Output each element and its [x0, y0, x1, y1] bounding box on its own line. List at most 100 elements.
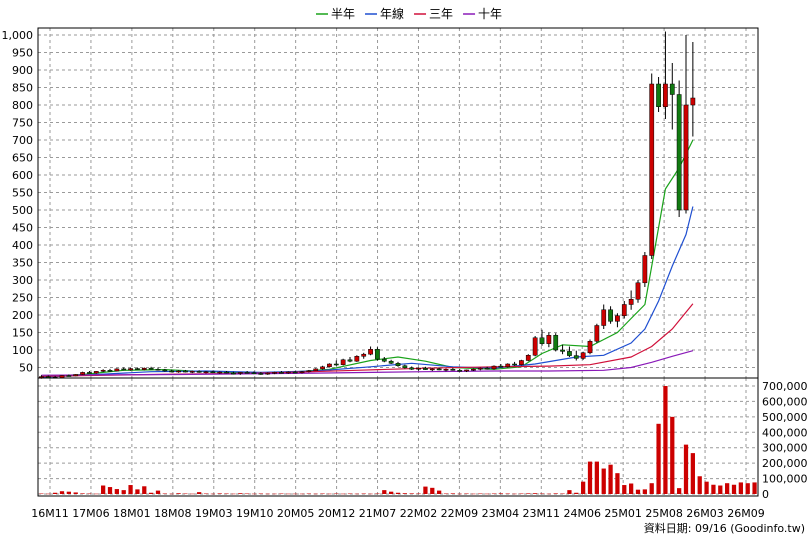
volume-bar	[375, 493, 380, 495]
x-tick-label: 20M12	[318, 507, 356, 520]
candle	[642, 252, 648, 287]
volume-bar	[197, 492, 202, 494]
volume-bar	[87, 493, 92, 495]
candle-body-up	[93, 371, 99, 374]
candle-body-up	[429, 368, 435, 371]
price-y-tick-label: 750	[12, 117, 33, 130]
legend-item: 三年	[414, 7, 453, 21]
volume-bar	[567, 490, 572, 494]
x-tick-label: 18M01	[113, 507, 151, 520]
candle-body-up	[100, 370, 106, 372]
volume-bar	[101, 485, 106, 494]
candle	[306, 369, 312, 373]
price-y-axis: 50 100 150 200 250 300 350 400 450 500 550 600 650 70…	[2, 29, 34, 375]
volume-bars	[39, 386, 757, 495]
volume-bar	[574, 492, 579, 494]
volume-bar	[663, 386, 668, 494]
candle	[621, 301, 627, 319]
volume-bar	[224, 493, 229, 495]
candle	[388, 359, 394, 364]
volume-gridlines	[38, 378, 758, 496]
volume-bar	[443, 493, 449, 495]
candle	[66, 374, 72, 377]
volume-bar	[368, 493, 373, 495]
volume-bar	[512, 493, 517, 495]
volume-panel: 0 100,000 200,000 300,000 400,000 500,000 600,…	[37, 377, 808, 501]
chart-legend: 半年 年線 三年 十年	[316, 6, 502, 21]
candle-body-down	[169, 370, 175, 373]
candle-body-down	[608, 309, 613, 322]
volume-bar	[169, 493, 174, 495]
candle-body-down	[107, 370, 113, 372]
candle	[423, 366, 428, 370]
volume-bar	[526, 493, 531, 494]
volume-bar	[176, 493, 181, 494]
volume-bar	[395, 492, 401, 494]
candle	[601, 304, 607, 329]
volume-bar	[437, 490, 442, 494]
candle	[628, 290, 634, 310]
candle	[224, 371, 229, 374]
candle-body-down	[155, 369, 161, 371]
candle-body-down	[381, 358, 387, 362]
volume-bar	[649, 483, 654, 494]
candle	[409, 366, 415, 370]
candle-body-up	[546, 335, 552, 344]
candle	[141, 367, 147, 371]
volume-bar	[704, 481, 709, 494]
candle-body-down	[512, 363, 517, 366]
candle-body-up	[628, 299, 634, 305]
candle	[162, 368, 168, 372]
candle-body-up	[320, 366, 325, 370]
price-y-tick-label: 500	[12, 204, 33, 217]
candle-body-up	[525, 355, 531, 361]
candle	[189, 370, 195, 374]
candle	[532, 336, 538, 357]
volume-bar	[183, 493, 188, 495]
volume-bar	[94, 493, 99, 495]
volume-bar	[711, 484, 716, 494]
candle-body-up	[361, 353, 367, 357]
candle	[244, 371, 250, 374]
candle-body-up	[621, 304, 627, 316]
candle	[457, 368, 463, 372]
volume-y-tick-label: 200,000	[762, 457, 808, 470]
candle-body-down	[402, 365, 408, 369]
candle-body-up	[615, 315, 620, 322]
candle	[155, 367, 161, 371]
candle	[416, 367, 421, 371]
volume-bar	[587, 461, 593, 494]
volume-bar	[245, 493, 250, 495]
candle-body-down	[498, 365, 504, 368]
volume-y-tick-label: 500,000	[762, 411, 808, 424]
candle	[669, 63, 675, 130]
volume-bar	[745, 483, 750, 494]
price-y-tick-label: 1,000	[2, 29, 34, 42]
candle	[491, 365, 497, 370]
candle	[656, 77, 661, 112]
volume-bar	[615, 473, 620, 494]
volume-bar	[581, 481, 586, 494]
price-y-tick-label: 950	[12, 47, 33, 60]
legend-item: 年線	[365, 6, 404, 21]
moving-average-lines	[41, 139, 694, 378]
candle	[251, 371, 257, 375]
volume-bar	[347, 493, 353, 495]
x-tick-label: 16M11	[31, 507, 69, 520]
data-date-footer: 資料日期: 09/16 (Goodinfo.tw)	[644, 521, 805, 535]
candle-body-up	[306, 370, 312, 372]
volume-bar	[306, 493, 311, 495]
volume-bar	[286, 493, 291, 495]
volume-bar	[622, 485, 627, 494]
candle	[285, 371, 291, 374]
legend-label: 年線	[380, 6, 404, 21]
candle	[107, 368, 113, 372]
candle-body-down	[457, 370, 463, 372]
price-y-tick-label: 400	[12, 239, 33, 252]
candle-body-down	[66, 375, 72, 377]
x-tick-label: 17M06	[72, 507, 110, 520]
candle-body-down	[224, 371, 229, 374]
volume-panel-frame	[37, 377, 759, 497]
candle	[512, 361, 517, 366]
candle-body-down	[196, 371, 202, 373]
